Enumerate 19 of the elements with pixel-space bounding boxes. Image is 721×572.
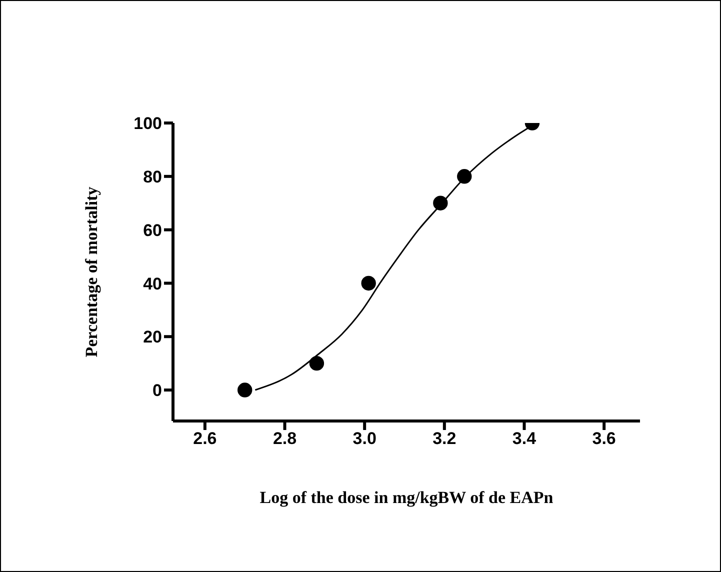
x-tick-label: 3.6 [592, 429, 616, 448]
x-tick-label: 2.8 [272, 429, 297, 448]
x-tick-label: 3.2 [432, 429, 456, 448]
y-tick-label: 40 [143, 274, 162, 294]
point [457, 169, 472, 184]
y-tick-label: 0 [152, 381, 162, 400]
point [309, 356, 324, 371]
x-tick-label: 3.0 [352, 429, 376, 448]
y-axis-title: Percentage of mortality [82, 186, 102, 358]
point [237, 382, 252, 398]
y-tick-label: 20 [143, 328, 162, 347]
x-tick-label: 3.4 [512, 429, 537, 448]
x-tick-label: 2.6 [193, 429, 217, 448]
point [361, 276, 376, 291]
point [433, 196, 448, 210]
y-tick-label: 60 [143, 220, 162, 240]
x-axis-title: Log of the dose in mg/kgBW of de EAPn [260, 488, 554, 507]
y-tick-label: 80 [143, 167, 162, 186]
y-tick-label: 100 [134, 114, 162, 134]
